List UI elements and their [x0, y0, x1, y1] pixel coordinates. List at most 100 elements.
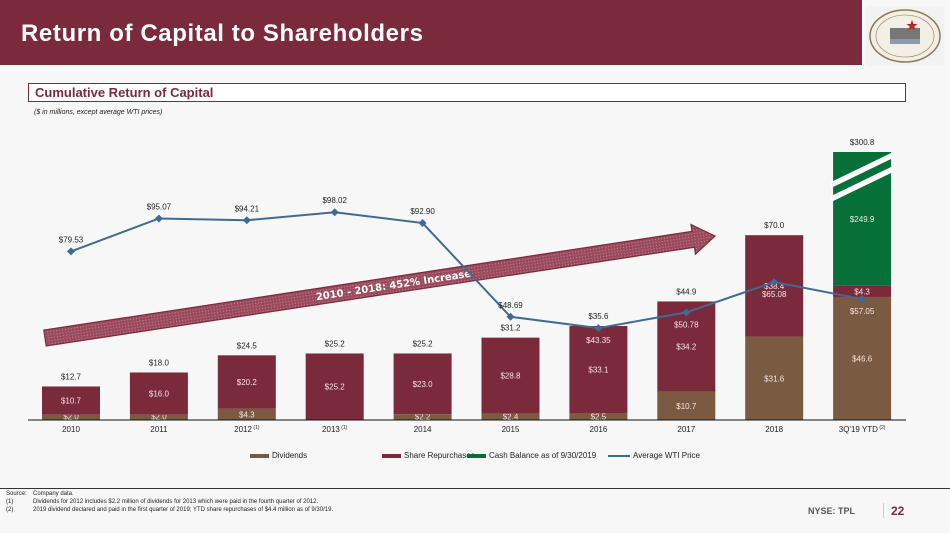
footnote-row: Source: Company data. — [6, 490, 333, 498]
wti-label: $65.08 — [762, 290, 787, 299]
footnote-key: (2) — [6, 507, 14, 513]
legend-item-dividends: Dividends — [250, 451, 307, 460]
legend-item-repurchases: Share Repurchases — [382, 451, 475, 460]
bar-label-dividends: $2.5 — [591, 413, 607, 422]
wti-label: $92.90 — [410, 207, 435, 216]
wti-label: $95.07 — [147, 202, 172, 211]
bar-label-dividends: $10.7 — [676, 402, 697, 411]
wti-point — [858, 295, 867, 304]
legend-swatch — [608, 454, 630, 457]
bar-label-repurchases: $20.2 — [237, 378, 258, 387]
bar-total-label: $300.8 — [850, 138, 875, 147]
bar-segment-repurchases — [129, 372, 188, 415]
bar-label-dividends: $2.4 — [503, 413, 519, 422]
footnote-key: Source: — [6, 491, 27, 497]
bar-total-label: $24.5 — [237, 341, 258, 350]
legend-item-cash: Cash Balance as of 9/30/2019 — [467, 451, 596, 460]
bar-segment-repurchases — [42, 386, 100, 415]
bar-total-label: $35.6 — [588, 312, 609, 321]
wti-point — [594, 324, 603, 333]
bar-total-label: $70.0 — [764, 221, 785, 230]
bar-label-dividends: $31.6 — [764, 374, 785, 383]
footnote-text: Dividends for 2012 includes $2.2 million… — [33, 499, 319, 505]
footnote-text: 2019 dividend declared and paid in the f… — [33, 507, 334, 513]
x-tick-label: 2013 (1) — [322, 425, 348, 434]
bar-label-repurchases: $4.3 — [854, 287, 870, 296]
legend-swatch — [382, 453, 401, 458]
footnote-divider — [0, 488, 950, 489]
legend-swatch — [467, 453, 486, 458]
x-tick-label: 2011 — [150, 425, 168, 434]
bar-segment-dividends — [569, 413, 628, 420]
wti-label: $48.69 — [498, 301, 523, 310]
bar-segment-dividends — [129, 414, 188, 420]
wti-point — [330, 208, 339, 217]
bar-segment-dividends — [657, 391, 716, 420]
legend-swatch — [250, 453, 269, 458]
footnote-key: (1) — [6, 499, 14, 505]
bar-total-label: $25.2 — [413, 339, 434, 348]
wti-label: $94.21 — [235, 204, 260, 213]
bar-label-repurchases: $10.7 — [61, 397, 82, 406]
bar-label-repurchases: $33.1 — [588, 366, 609, 375]
footer-separator — [883, 503, 884, 518]
bar-segment-repurchases — [393, 353, 452, 415]
wti-point — [682, 308, 691, 317]
x-tick-label: 2018 — [765, 425, 783, 434]
growth-arrow-shape — [43, 223, 717, 347]
bar-total-label: $44.9 — [676, 287, 697, 296]
bar-total-label: $31.2 — [500, 324, 521, 333]
legend-label: Share Repurchases — [404, 451, 475, 460]
bar-label-dividends: $2.2 — [415, 413, 431, 422]
bar-label-dividends: $46.6 — [852, 354, 873, 363]
bar-label-dividends: $2.0 — [151, 413, 167, 422]
wti-label: $57.05 — [850, 307, 875, 316]
x-tick-label: 2016 — [590, 425, 608, 434]
page-number: 22 — [891, 504, 905, 518]
bar-segment-dividends — [217, 408, 276, 420]
bar-label-repurchases: $34.2 — [676, 343, 697, 352]
wti-label: $50.78 — [674, 320, 699, 329]
x-tick-label: 2015 — [502, 425, 520, 434]
bar-segment-repurchases — [833, 285, 892, 297]
bar-label-repurchases: $23.0 — [413, 380, 434, 389]
bar-label-repurchases: $25.2 — [325, 383, 346, 392]
bar-label-repurchases: $16.0 — [149, 390, 170, 399]
x-tick-label: 2017 — [677, 425, 695, 434]
bar-segment-dividends — [481, 413, 540, 420]
axis-break-mark — [831, 166, 894, 202]
chart-legend: Dividends Share Repurchases Cash Balance a… — [0, 451, 950, 465]
wti-label: $43.35 — [586, 336, 611, 345]
wti-point — [418, 219, 427, 228]
section-title: Cumulative Return of Capital — [35, 85, 214, 100]
ticker-symbol: NYSE: TPL — [808, 506, 856, 516]
wti-point — [506, 312, 515, 321]
section-header: Cumulative Return of Capital — [28, 83, 906, 102]
company-logo — [866, 6, 944, 66]
legend-label: Dividends — [272, 451, 308, 460]
bar-total-label: $12.7 — [61, 372, 82, 381]
bar-total-label: $18.0 — [149, 358, 170, 367]
bar-segment-repurchases — [481, 337, 540, 414]
wti-point — [242, 216, 251, 225]
wti-label: $79.53 — [59, 235, 84, 244]
page-title: Return of Capital to Shareholders — [21, 20, 424, 47]
bar-label-repurchases: $28.8 — [500, 372, 521, 381]
bar-segment-dividends — [833, 296, 892, 420]
bar-total-label: $25.2 — [325, 339, 346, 348]
legend-label: Cash Balance as of 9/30/2019 — [489, 451, 597, 460]
bar-label-repurchases: $38.4 — [764, 282, 785, 291]
axis-break-mark — [831, 152, 894, 188]
units-note: ($ in millions, except average WTI price… — [34, 109, 163, 116]
x-tick-label: 2010 — [62, 425, 80, 434]
bar-segment-dividends — [393, 414, 452, 420]
bar-segment-repurchases — [217, 355, 276, 409]
wti-point — [154, 214, 163, 223]
bar-segment-dividends — [42, 414, 100, 420]
title-bar: Return of Capital to Shareholders — [0, 0, 862, 65]
wti-line — [70, 211, 863, 330]
bar-label-dividends: $4.3 — [239, 410, 255, 419]
wti-point — [67, 247, 75, 256]
footnote-text: Company data. — [33, 491, 74, 497]
bar-segment-repurchases — [569, 326, 628, 414]
